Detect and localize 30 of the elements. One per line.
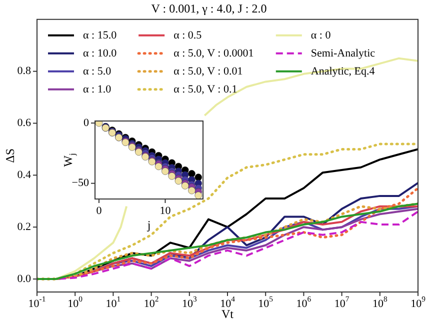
- point: [194, 192, 202, 199]
- legend-label: α : 5.0: [83, 65, 112, 78]
- legend-label: α : 0: [310, 29, 332, 42]
- point: [174, 177, 182, 185]
- point: [168, 172, 176, 180]
- legend-label: α : 0.5: [174, 29, 202, 42]
- y-axis-title: ΔS: [3, 148, 18, 163]
- point: [161, 168, 169, 176]
- legend-label: α : 10.0: [83, 47, 118, 60]
- chart-title: V : 0.001, γ : 4.0, J : 2.0: [151, 1, 267, 16]
- y-tick-label: 0.0: [17, 272, 32, 285]
- y-tick-label: −50: [72, 177, 90, 190]
- y-tick-label: 0.6: [17, 117, 32, 130]
- legend-label: α : 1.0: [83, 83, 112, 96]
- y-tick-label: 0.2: [17, 220, 31, 233]
- point: [95, 121, 103, 127]
- legend-label: α : 5.0, V : 0.0001: [174, 47, 254, 60]
- y-axis-title: Wj: [61, 153, 77, 167]
- x-axis-title: j: [146, 218, 151, 232]
- y-tick-label: 0.4: [17, 169, 32, 182]
- legend-label: Analytic, Eq.4: [310, 65, 376, 78]
- x-tick-label: 10: [160, 204, 172, 217]
- legend-label: α : 15.0: [83, 29, 118, 42]
- point: [154, 162, 162, 170]
- point: [188, 186, 196, 194]
- legend-label: α : 5.0, V : 0.01: [174, 65, 243, 78]
- x-axis-title: Vt: [222, 307, 234, 320]
- legend-label: α : 5.0, V : 0.1: [174, 83, 238, 96]
- legend-label: Semi-Analytic: [310, 47, 376, 60]
- y-tick-label: 0.8: [17, 65, 32, 78]
